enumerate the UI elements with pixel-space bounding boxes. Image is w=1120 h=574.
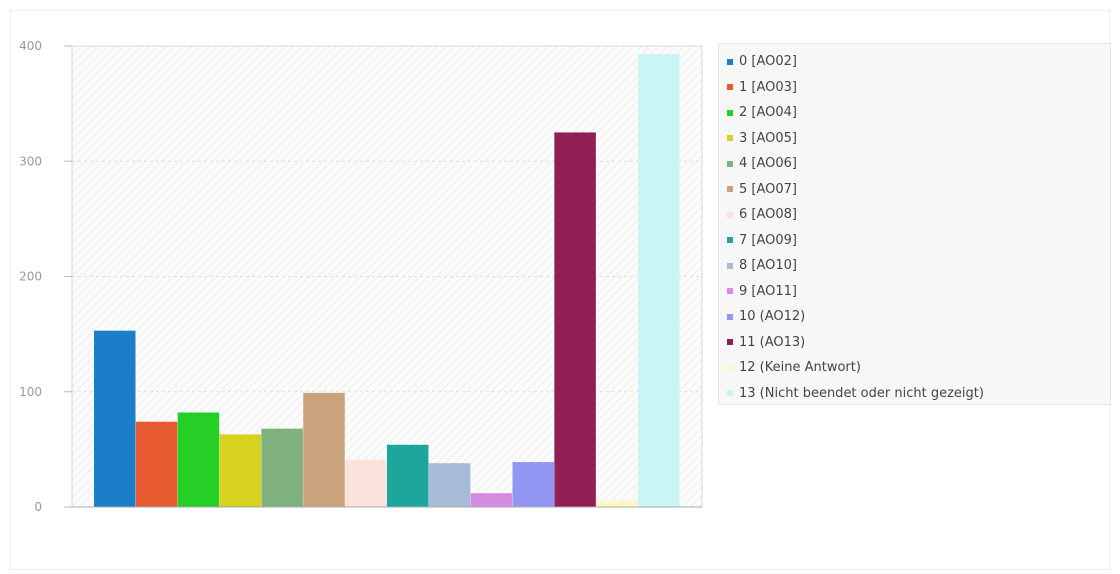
legend-label: 1 [AO03] (739, 79, 797, 95)
y-axis: 0 100 200 300 400 (19, 39, 72, 514)
legend-item[interactable]: 13 (Nicht beendet oder nicht gezeigt) (727, 381, 1110, 407)
bar-13[interactable] (638, 54, 680, 507)
legend-label: 2 [AO04] (739, 105, 797, 121)
legend-label: 13 (Nicht beendet oder nicht gezeigt) (739, 385, 984, 401)
legend-label: 6 [AO08] (739, 207, 797, 223)
legend-swatch (727, 288, 733, 295)
legend-swatch (727, 109, 733, 116)
legend-item[interactable]: 7 [AO09] (727, 228, 1110, 254)
bar-1[interactable] (135, 421, 178, 507)
bar-9[interactable] (470, 493, 513, 507)
legend-label: 10 (AO12) (739, 309, 806, 325)
y-tick-label: 200 (19, 270, 42, 284)
y-tick-label: 400 (19, 39, 42, 53)
y-tick-label: 100 (19, 385, 42, 399)
bar-12[interactable] (596, 500, 638, 507)
legend-item[interactable]: 4 [AO06] (727, 151, 1110, 177)
legend-item[interactable]: 5 [AO07] (727, 177, 1110, 203)
legend-item[interactable]: 12 (Keine Antwort) (727, 355, 1110, 381)
legend-item[interactable]: 3 [AO05] (727, 126, 1110, 152)
y-tick-label: 0 (34, 500, 42, 514)
bar-3[interactable] (219, 434, 262, 507)
legend-swatch (727, 364, 733, 371)
legend-swatch (727, 160, 733, 167)
legend-item[interactable]: 11 (AO13) (727, 330, 1110, 356)
legend-item[interactable]: 6 [AO08] (727, 202, 1110, 228)
bar-4[interactable] (261, 428, 303, 507)
bar-2[interactable] (177, 412, 220, 508)
legend-swatch (727, 58, 733, 65)
legend-swatch (727, 237, 733, 244)
legend-label: 12 (Keine Antwort) (739, 360, 861, 376)
legend-swatch (727, 390, 733, 397)
legend-swatch (727, 186, 733, 193)
legend-swatch (727, 211, 733, 218)
bar-6[interactable] (345, 459, 387, 507)
legend-label: 0 [AO02] (739, 54, 797, 70)
bar-8[interactable] (428, 463, 471, 507)
bar-11[interactable] (554, 132, 596, 507)
bars (94, 54, 680, 507)
legend-item[interactable]: 8 [AO10] (727, 253, 1110, 279)
bar-5[interactable] (303, 392, 345, 507)
legend: 0 [AO02] 1 [AO03] 2 [AO04] 3 [AO05] 4 [AO06]… (718, 43, 1111, 405)
legend-swatch (727, 84, 733, 91)
legend-swatch (727, 135, 733, 142)
legend-swatch (727, 339, 733, 346)
legend-item[interactable]: 9 [AO11] (727, 279, 1110, 305)
bar-0[interactable] (94, 330, 136, 507)
legend-label: 3 [AO05] (739, 130, 797, 146)
bar-7[interactable] (386, 444, 429, 507)
legend-swatch (727, 262, 733, 269)
legend-label: 4 [AO06] (739, 156, 797, 172)
legend-item[interactable]: 1 [AO03] (727, 75, 1110, 101)
legend-item[interactable]: 10 (AO12) (727, 304, 1110, 330)
legend-label: 9 [AO11] (739, 283, 797, 299)
legend-label: 8 [AO10] (739, 258, 797, 274)
legend-label: 11 (AO13) (739, 334, 806, 350)
bar-10[interactable] (512, 462, 555, 507)
legend-item[interactable]: 0 [AO02] (727, 49, 1110, 75)
legend-label: 7 [AO09] (739, 232, 797, 248)
y-tick-label: 300 (19, 154, 42, 168)
legend-swatch (727, 313, 733, 320)
gridlines (72, 45, 702, 393)
legend-item[interactable]: 2 [AO04] (727, 100, 1110, 126)
legend-label: 5 [AO07] (739, 181, 797, 197)
